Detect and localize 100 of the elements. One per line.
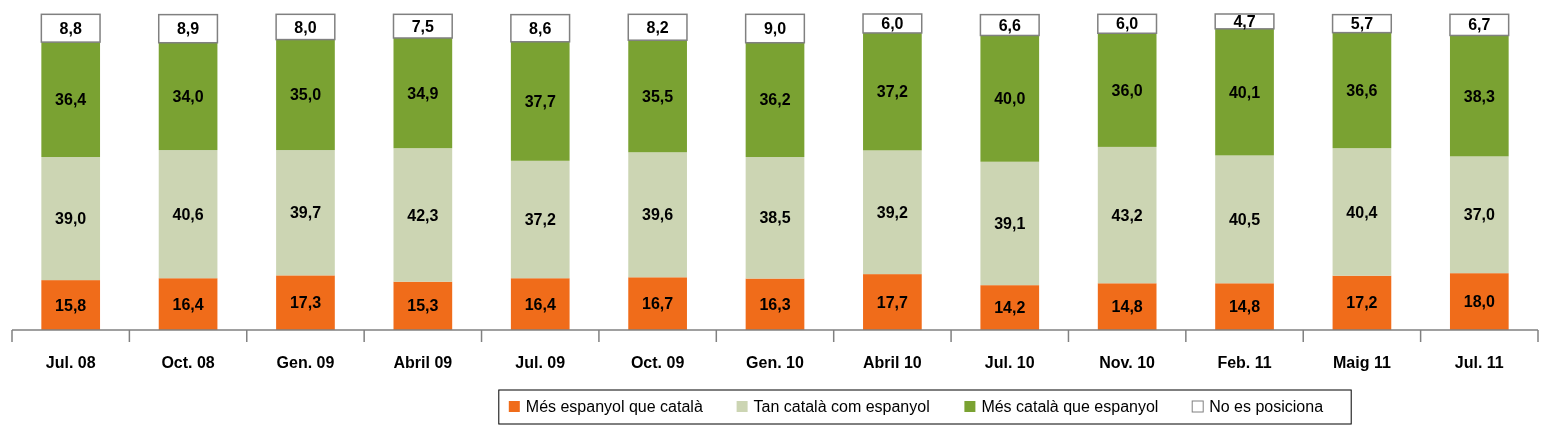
- data-label: 37,2: [524, 211, 556, 229]
- bar: [510, 160, 570, 279]
- data-label: 36,6: [1346, 82, 1378, 99]
- data-label: 16,4: [172, 295, 204, 313]
- data-label: 8,0: [294, 18, 317, 36]
- bar: [393, 148, 453, 282]
- data-label: 36,4: [55, 91, 87, 109]
- data-label: 18,0: [1463, 293, 1495, 311]
- data-label: 40,4: [1346, 203, 1378, 221]
- data-label: 5,7: [1350, 15, 1374, 33]
- x-tick-label: Maig 11: [1333, 354, 1391, 371]
- x-tick-label: Jul. 10: [984, 354, 1035, 371]
- data-label: 40,1: [1228, 83, 1261, 101]
- x-tick-label: Oct. 08: [161, 354, 215, 371]
- bar: [41, 42, 101, 157]
- legend-label: No es posiciona: [1209, 398, 1324, 415]
- data-label: 6,0: [881, 15, 904, 33]
- bar: [1449, 156, 1509, 274]
- bar: [980, 285, 1040, 330]
- data-label: 40,0: [994, 90, 1026, 108]
- data-label: 17,7: [876, 293, 909, 311]
- bar: [276, 275, 335, 330]
- bar: [158, 150, 218, 279]
- data-label: 17,2: [1346, 294, 1378, 312]
- data-label: 14,8: [1228, 298, 1261, 316]
- data-label: 39,1: [994, 215, 1026, 233]
- bar: [863, 32, 922, 151]
- data-label: 14,8: [1111, 298, 1143, 316]
- data-label: 39,2: [876, 203, 909, 221]
- x-tick-label: Gen. 10: [746, 354, 804, 371]
- bar: [1215, 155, 1274, 284]
- bar: [41, 157, 101, 281]
- bar: [628, 152, 687, 278]
- data-label: 4,7: [1233, 13, 1256, 31]
- bar: [158, 42, 218, 151]
- bar: [1449, 273, 1509, 330]
- data-label: 39,7: [289, 204, 322, 222]
- bar: [863, 274, 922, 330]
- data-label: 14,2: [994, 299, 1026, 317]
- bar: [393, 37, 453, 149]
- bar: [1214, 13, 1275, 30]
- bar: [1215, 283, 1274, 330]
- data-label: 38,5: [759, 209, 791, 227]
- bar: [628, 40, 687, 153]
- data-label: 6,0: [1116, 15, 1139, 33]
- data-label: 17,3: [289, 294, 322, 312]
- x-tick-label: Oct. 09: [630, 354, 685, 371]
- bar: [1449, 35, 1509, 157]
- data-label: 37,2: [876, 83, 909, 101]
- data-label: 37,0: [1463, 206, 1495, 224]
- bar: [1097, 33, 1157, 147]
- data-label: 16,3: [759, 295, 791, 313]
- x-tick-label: Jul. 11: [1454, 354, 1504, 371]
- data-label: 39,0: [55, 210, 87, 228]
- bar: [392, 13, 453, 39]
- legend-label: Més català que espanyol: [981, 398, 1159, 415]
- data-label: 15,8: [55, 296, 87, 314]
- data-label: 8,2: [646, 18, 669, 36]
- data-label: 36,0: [1111, 81, 1143, 99]
- data-label: 43,2: [1111, 206, 1143, 224]
- data-label: 37,7: [524, 92, 556, 110]
- bar: [745, 157, 805, 279]
- x-tick-label: Jul. 08: [45, 354, 96, 371]
- legend-label: Tan català com espanyol: [753, 398, 930, 415]
- bar: [510, 41, 570, 161]
- data-label: 6,7: [1468, 16, 1491, 34]
- bar: [1097, 283, 1157, 330]
- bar: [1332, 32, 1392, 149]
- data-label: 7,5: [411, 17, 435, 35]
- data-label: 42,3: [407, 206, 439, 224]
- bar: [863, 150, 922, 275]
- bar: [1332, 148, 1392, 276]
- data-label: 16,4: [524, 295, 556, 313]
- bar: [276, 150, 335, 276]
- data-label: 40,6: [172, 205, 204, 223]
- x-tick-label: Abril 09: [393, 354, 453, 371]
- x-tick-label: Abril 10: [863, 354, 922, 371]
- bar: [980, 161, 1040, 286]
- data-label: 6,6: [998, 16, 1021, 34]
- x-tick-label: Jul. 09: [515, 354, 566, 371]
- data-label: 40,5: [1228, 210, 1261, 228]
- bar: [1097, 146, 1157, 284]
- data-label: 36,2: [759, 91, 791, 109]
- data-label: 9,0: [763, 20, 787, 38]
- data-label: 34,0: [172, 87, 204, 105]
- data-label: 15,3: [407, 297, 439, 315]
- x-tick-label: Gen. 09: [276, 354, 335, 371]
- data-label: 35,5: [642, 87, 674, 105]
- data-label: 38,3: [1463, 87, 1495, 105]
- bar: [510, 278, 570, 330]
- bar: [980, 35, 1040, 162]
- data-label: 8,8: [59, 19, 82, 37]
- data-label: 8,6: [529, 19, 552, 37]
- x-tick-label: Feb. 11: [1217, 354, 1272, 371]
- data-label: 39,6: [642, 206, 674, 224]
- bar: [628, 277, 687, 330]
- bar: [745, 42, 805, 158]
- data-label: 16,7: [642, 295, 674, 313]
- legend-label: Més espanyol que català: [525, 398, 703, 415]
- bar: [276, 39, 335, 151]
